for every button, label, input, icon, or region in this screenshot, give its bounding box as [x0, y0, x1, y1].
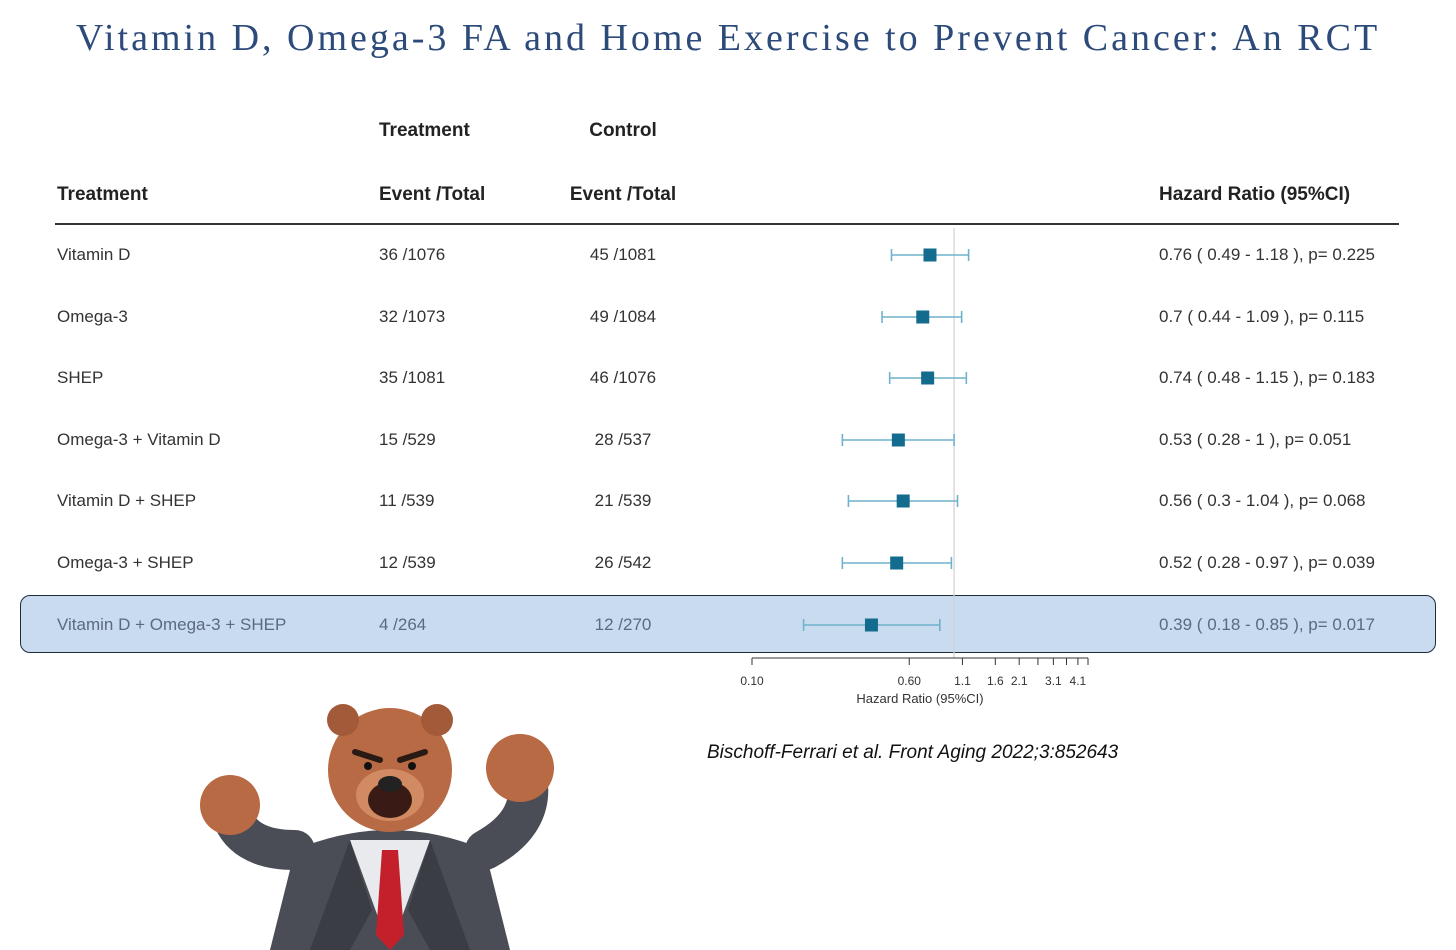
row-label: Vitamin D: [57, 245, 131, 264]
treatment-column-header: Treatment: [57, 184, 148, 205]
hr-point: [921, 371, 935, 385]
row-control-events: 21 /539: [594, 491, 652, 510]
x-tick-label: 1.6: [987, 674, 1004, 688]
x-tick-label: 0.60: [898, 674, 922, 688]
hr-point: [890, 556, 904, 570]
row-control-events: 46 /1076: [589, 368, 657, 387]
forest-plot: 0.10 0.60 1.1 1.6 2.1 3.1 4.1 Hazard Ratio (95%…: [740, 228, 1089, 706]
row-hazard-ratio: 0.52 ( 0.28 - 0.97 ), p= 0.039: [1159, 553, 1375, 572]
row-label: Vitamin D + SHEP: [57, 491, 197, 510]
control-group-header: Control: [589, 120, 657, 141]
row-treatment-events: 12 /539: [379, 553, 436, 572]
row-control-events: 28 /537: [594, 430, 652, 449]
treatment-group-header: Treatment: [379, 120, 470, 141]
row-hazard-ratio: 0.39 ( 0.18 - 0.85 ), p= 0.017: [1159, 615, 1375, 634]
row-treatment-events: 32 /1073: [379, 307, 446, 326]
slide-title: Vitamin D, Omega-3 FA and Home Exercise …: [75, 17, 1381, 59]
row-hazard-ratio: 0.53 ( 0.28 - 1 ), p= 0.051: [1159, 430, 1352, 449]
x-tick-label: 1.1: [954, 674, 971, 688]
header-rule: [55, 223, 1399, 225]
row-hazard-ratio: 0.74 ( 0.48 - 1.15 ), p= 0.183: [1159, 368, 1375, 387]
x-tick-label: 3.1: [1045, 674, 1062, 688]
row-control-events: 12 /270: [594, 615, 652, 634]
row-hazard-ratio: 0.76 ( 0.49 - 1.18 ), p= 0.225: [1159, 245, 1375, 264]
hr-point: [896, 494, 910, 508]
row-label: Omega-3 + Vitamin D: [57, 430, 221, 449]
row-hazard-ratio: 0.7 ( 0.44 - 1.09 ), p= 0.115: [1159, 307, 1365, 326]
row-treatment-events: 15 /529: [379, 430, 436, 449]
x-axis-label: Hazard Ratio (95%CI): [856, 691, 983, 706]
row-label: Omega-3: [57, 307, 128, 326]
angry-bear-businessman-icon: [200, 704, 554, 950]
hr-point: [923, 248, 937, 262]
x-tick-label: 2.1: [1011, 674, 1028, 688]
row-control-events: 45 /1081: [589, 245, 657, 264]
row-treatment-events: 4 /264: [379, 615, 427, 634]
row-treatment-events: 11 /539: [379, 491, 435, 510]
treatment-event-total-header: Event /Total: [379, 184, 486, 205]
hr-point: [916, 310, 930, 324]
citation: Bischoff-Ferrari et al. Front Aging 2022…: [707, 742, 1119, 763]
hazard-ratio-header: Hazard Ratio (95%CI): [1159, 184, 1351, 205]
hr-point: [891, 433, 905, 447]
hr-point: [864, 618, 878, 632]
x-tick-label: 0.10: [740, 674, 764, 688]
row-label: Vitamin D + Omega-3 + SHEP: [57, 615, 287, 634]
row-hazard-ratio: 0.56 ( 0.3 - 1.04 ), p= 0.068: [1159, 491, 1366, 510]
row-treatment-events: 35 /1081: [379, 368, 446, 387]
row-control-events: 26 /542: [594, 553, 652, 572]
row-label: SHEP: [57, 368, 104, 387]
row-control-events: 49 /1084: [589, 307, 657, 326]
row-treatment-events: 36 /1076: [379, 245, 446, 264]
control-event-total-header: Event /Total: [569, 184, 677, 205]
row-label: Omega-3 + SHEP: [57, 553, 194, 572]
highlighted-row-box: [20, 595, 1436, 653]
x-tick-label: 4.1: [1070, 674, 1087, 688]
